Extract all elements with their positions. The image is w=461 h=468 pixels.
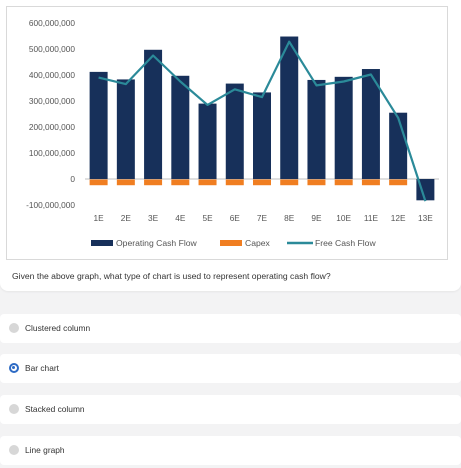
operating-bar (144, 49, 163, 179)
x-tick-label: 2E (121, 213, 132, 223)
x-tick-label: 10E (336, 213, 351, 223)
operating-bar (171, 75, 190, 179)
capex-bar (144, 179, 163, 186)
operating-bar (361, 69, 380, 179)
x-tick-label: 12E (391, 213, 406, 223)
operating-bar (253, 92, 271, 179)
option-label: Bar chart (25, 363, 59, 373)
y-tick-label: 400,000,000 (29, 70, 76, 80)
question-text: Given the above graph, what type of char… (12, 271, 331, 281)
legend-operating-swatch (91, 240, 113, 246)
operating-bar (334, 76, 353, 179)
question-card: 600,000,000 500,000,000 400,000,000 300,000… (0, 0, 461, 291)
radio-icon[interactable] (9, 445, 19, 455)
capex-bar (307, 179, 326, 186)
chart-frame: 600,000,000 500,000,000 400,000,000 300,000… (6, 6, 448, 260)
operating-bar (89, 71, 108, 179)
capex-bar (334, 179, 353, 186)
operating-bar (198, 103, 217, 179)
x-tick-label: 5E (202, 213, 213, 223)
legend-operating-label: Operating Cash Flow (116, 238, 198, 248)
x-tick-label: 6E (230, 213, 241, 223)
operating-bar (280, 36, 299, 179)
y-tick-label: 600,000,000 (29, 18, 76, 28)
cash-flow-chart: 600,000,000 500,000,000 400,000,000 300,000… (26, 18, 439, 248)
x-tick-label: 3E (148, 213, 159, 223)
free-cash-flow-line (98, 40, 427, 202)
capex-bar (198, 179, 217, 186)
operating-bar (307, 79, 326, 179)
option-label: Clustered column (25, 323, 91, 333)
x-tick-label: 4E (175, 213, 186, 223)
y-tick-label: 500,000,000 (29, 44, 76, 54)
capex-bar (389, 179, 408, 186)
operating-bar (389, 112, 408, 179)
capex-bar (253, 179, 271, 186)
radio-icon[interactable] (9, 404, 19, 414)
y-tick-label: -100,000,000 (26, 200, 75, 210)
operating-bar (116, 79, 135, 179)
capex-bar (225, 179, 244, 186)
option-stacked-column[interactable]: Stacked column (0, 395, 461, 424)
option-line-graph[interactable]: Line graph (0, 436, 461, 465)
radio-icon[interactable] (9, 323, 19, 333)
x-tick-label: 13E (418, 213, 433, 223)
x-tick-label: 11E (364, 213, 379, 223)
capex-bar (89, 179, 108, 186)
option-label: Stacked column (25, 404, 85, 414)
option-bar-chart[interactable]: Bar chart (0, 354, 461, 383)
legend-capex-label: Capex (245, 238, 271, 248)
x-tick-label: 9E (311, 213, 322, 223)
y-tick-label: 100,000,000 (29, 148, 76, 158)
x-tick-label: 7E (257, 213, 268, 223)
capex-bar (280, 179, 299, 186)
legend-capex-swatch (220, 240, 242, 246)
x-tick-label: 8E (284, 213, 295, 223)
y-tick-label: 200,000,000 (29, 122, 76, 132)
option-clustered-column[interactable]: Clustered column (0, 314, 461, 343)
y-tick-label: 0 (70, 174, 75, 184)
operating-bar (225, 83, 244, 179)
capex-bar (116, 179, 135, 186)
x-tick-label: 1E (94, 213, 105, 223)
legend-fcf-label: Free Cash Flow (315, 238, 376, 248)
y-tick-label: 300,000,000 (29, 96, 76, 106)
radio-selected-icon[interactable] (9, 363, 19, 373)
capex-bar (171, 179, 190, 186)
option-label: Line graph (25, 445, 65, 455)
capex-bar (361, 179, 380, 186)
